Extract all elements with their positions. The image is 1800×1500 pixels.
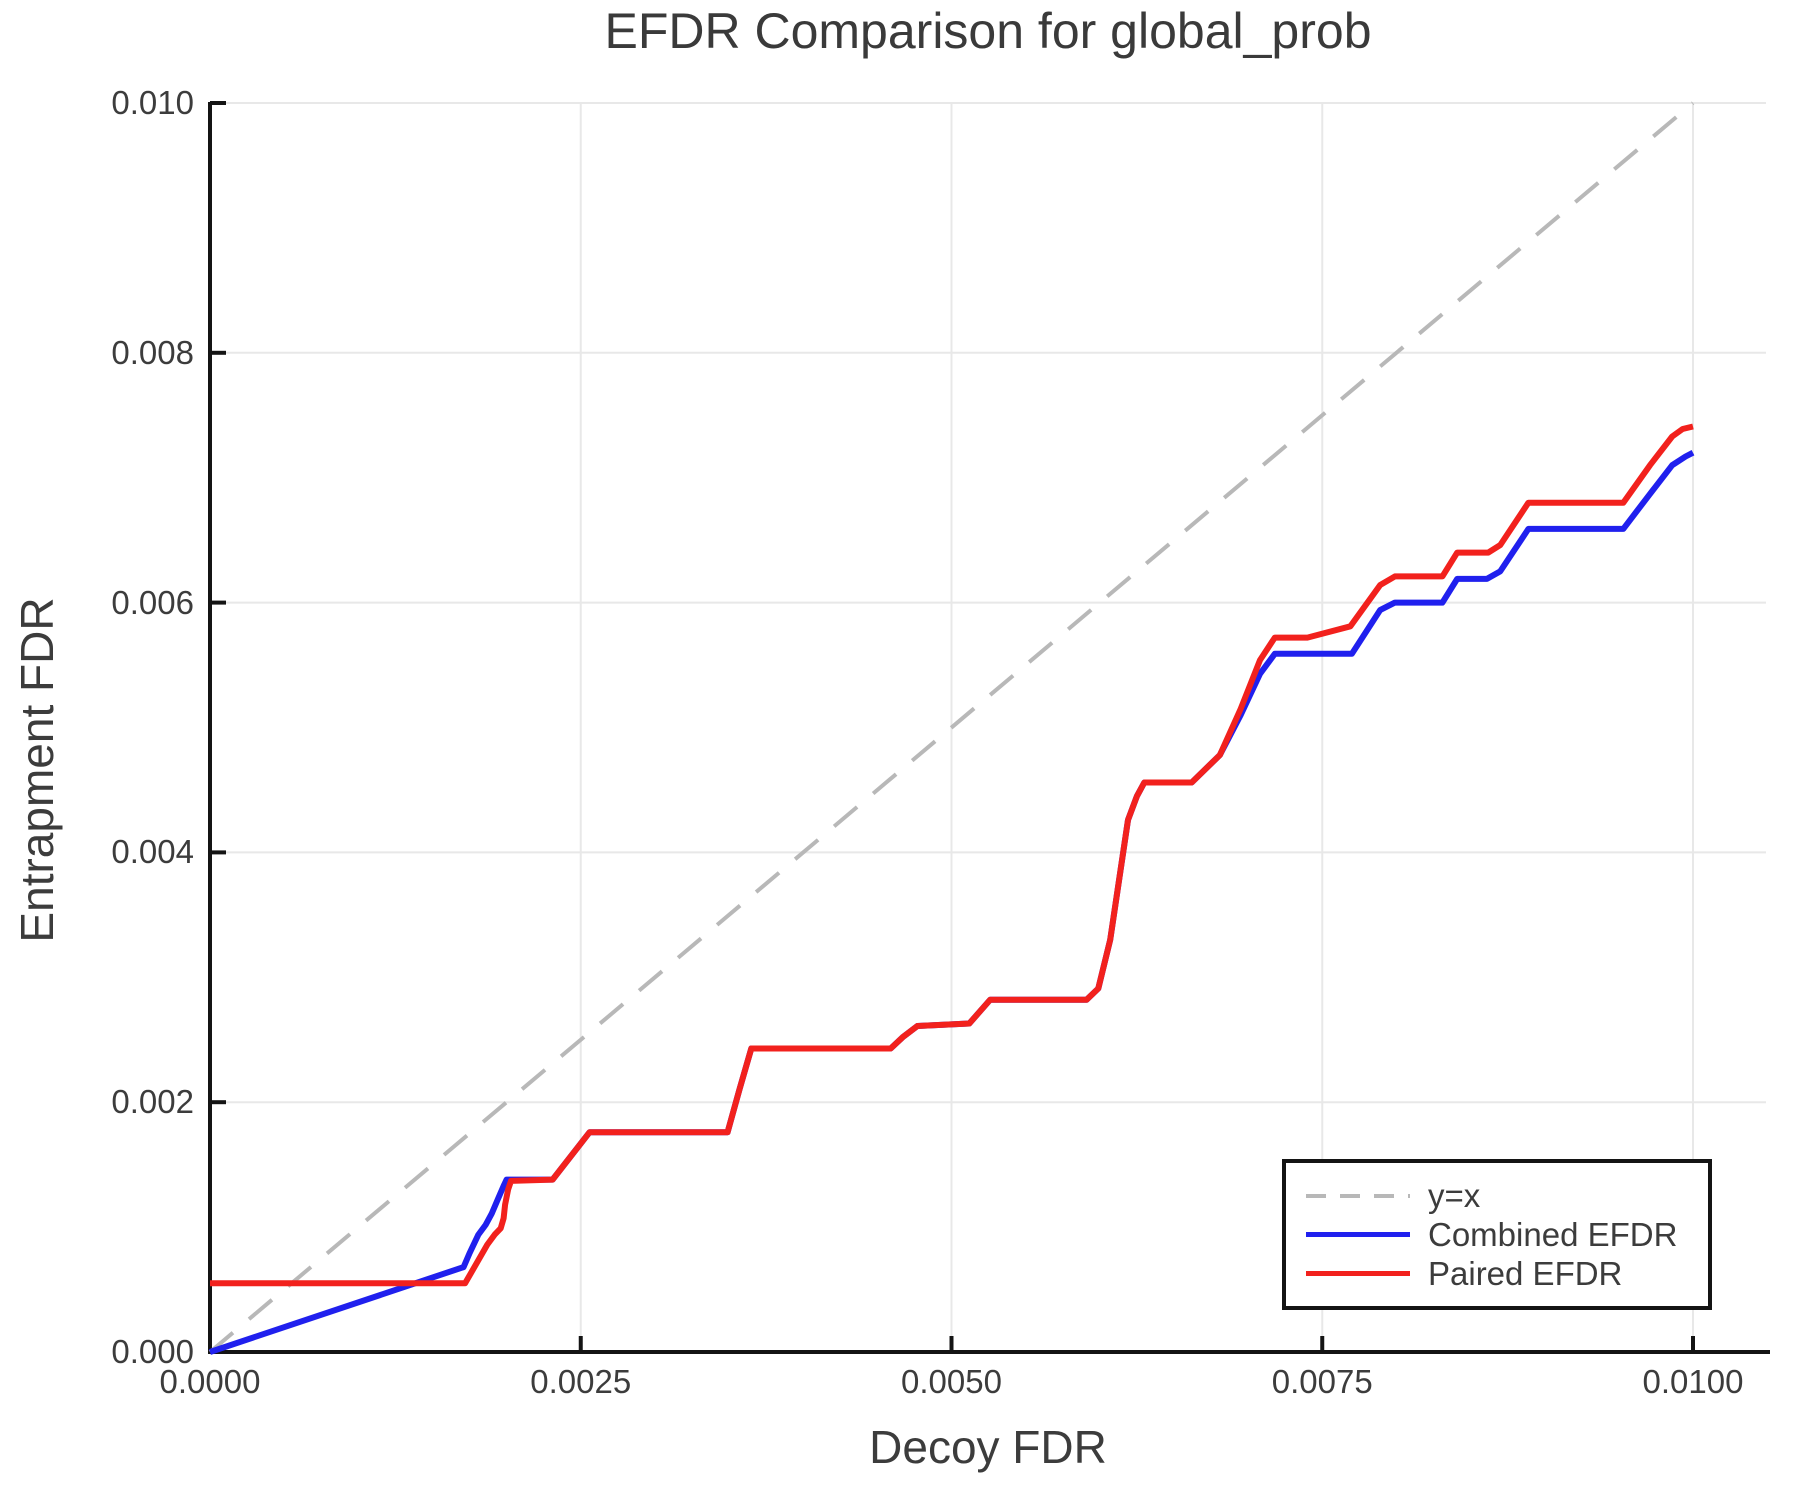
legend-entry-paired-efdr: Paired EFDR (1306, 1255, 1708, 1293)
legend-label-paired-efdr: Paired EFDR (1428, 1255, 1623, 1292)
x-axis-title: Decoy FDR (869, 1421, 1107, 1473)
y-tick-label: 0.010 (111, 84, 194, 121)
series-yx (208, 101, 1695, 1354)
legend-entry-yx: y=x (1306, 1177, 1708, 1215)
y-tick-label: 0.006 (111, 583, 194, 621)
y-tick-label: 0.000 (111, 1333, 194, 1370)
series-paired-efdr (210, 423, 1694, 1287)
legend: y=x Combined EFDR Paired EFDR (1282, 1159, 1712, 1310)
legend-line-yx-icon (1306, 1193, 1410, 1198)
legend-line-combined-icon (1306, 1232, 1410, 1237)
chart-title: EFDR Comparison for global_prob (604, 3, 1372, 59)
y-tick-label: 0.008 (111, 333, 194, 371)
x-tick-label: 0.0025 (530, 1363, 632, 1400)
x-tick-label: 0.0050 (901, 1363, 1002, 1400)
x-tick-label: 0.0000 (159, 1363, 261, 1400)
legend-label-yx: y=x (1428, 1177, 1481, 1214)
y-axis-title: Entrapment FDR (11, 597, 63, 943)
legend-entry-combined-efdr: Combined EFDR (1306, 1216, 1708, 1254)
legend-label-combined-efdr: Combined EFDR (1428, 1216, 1678, 1253)
x-tick-label: 0.0075 (1271, 1363, 1373, 1400)
y-tick-label: 0.002 (111, 1083, 194, 1121)
y-tick-label: 0.004 (111, 833, 194, 871)
x-tick-label: 0.0100 (1642, 1363, 1744, 1400)
legend-line-paired-icon (1306, 1271, 1410, 1276)
